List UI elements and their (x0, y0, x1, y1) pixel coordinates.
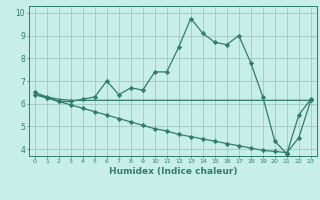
X-axis label: Humidex (Indice chaleur): Humidex (Indice chaleur) (108, 167, 237, 176)
